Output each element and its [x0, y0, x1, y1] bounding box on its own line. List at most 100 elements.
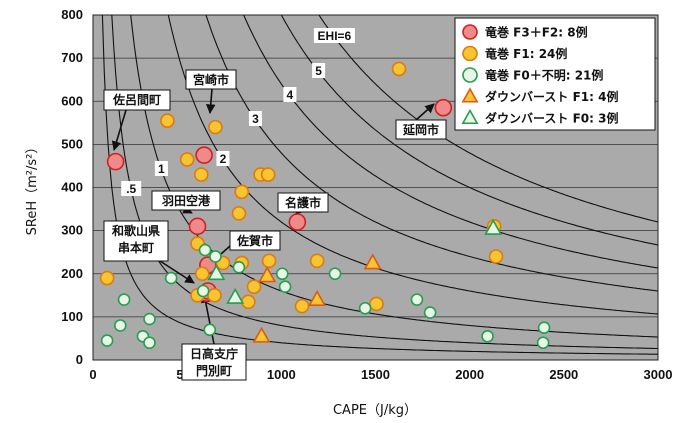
ehi-curve	[318, 15, 658, 223]
y-tick-label: 500	[61, 136, 83, 151]
data-point	[143, 336, 156, 350]
y-tick-label: 400	[61, 180, 83, 195]
data-point	[363, 253, 382, 270]
callout-arrow	[159, 260, 195, 284]
ehi-curve-label: 5	[315, 64, 322, 78]
ehi-label-bg	[313, 28, 355, 43]
callout-box	[185, 69, 237, 90]
data-point	[195, 146, 213, 164]
data-point	[160, 113, 175, 128]
data-point	[100, 334, 114, 347]
callout-box	[229, 230, 281, 251]
ehi-curve-label: .5	[126, 182, 136, 196]
data-point	[143, 312, 156, 326]
data-point	[261, 253, 277, 269]
data-point	[275, 267, 289, 281]
ehi-curve-label: EHI=6	[318, 29, 352, 43]
data-point	[246, 279, 262, 294]
data-point	[252, 326, 271, 343]
y-tick-label: 700	[61, 50, 83, 65]
ehi-label-bg	[312, 63, 326, 78]
data-point	[391, 61, 407, 77]
legend-marker	[461, 108, 479, 125]
y-tick-label: 300	[61, 223, 83, 238]
data-points	[99, 61, 551, 350]
callout-box	[277, 192, 329, 213]
legend-box	[454, 17, 656, 131]
data-point	[488, 249, 504, 264]
ehi-label-bg	[154, 161, 168, 176]
data-point	[226, 287, 245, 304]
callout-box	[395, 119, 447, 140]
data-point	[258, 266, 277, 283]
data-point	[179, 152, 195, 167]
data-point	[294, 298, 310, 314]
callout-box	[103, 220, 169, 262]
axis-ticks: 0100200300400500600700800050010001500200…	[61, 7, 672, 382]
data-point	[208, 119, 223, 135]
data-point	[117, 293, 131, 306]
y-tick-label: 100	[61, 309, 83, 324]
data-point	[423, 306, 437, 319]
data-point	[234, 184, 250, 200]
data-point	[484, 218, 503, 235]
callout-label: 名護市	[285, 195, 321, 210]
ehi-curve	[280, 15, 658, 246]
ehi-curve-label: 4	[287, 88, 294, 102]
y-tick-label: 0	[76, 352, 83, 367]
legend-marker	[462, 24, 478, 40]
data-point	[308, 289, 327, 307]
data-point	[188, 217, 207, 236]
data-point	[358, 301, 372, 315]
x-tick-label: 0	[89, 367, 96, 382]
callout-arrow	[111, 109, 127, 151]
data-point	[114, 319, 127, 332]
x-axis-title: CAPE（J/kg）	[333, 403, 417, 418]
data-point	[231, 206, 247, 221]
legend-marker	[462, 45, 478, 62]
data-point	[537, 321, 551, 334]
legend-label: ダウンバースト F0: 3例	[485, 111, 618, 126]
data-point	[196, 284, 210, 298]
callout-label: 宮崎市	[193, 72, 229, 87]
data-point	[106, 152, 125, 171]
y-tick-label: 600	[61, 93, 83, 108]
data-point	[193, 167, 209, 182]
ehi-curve-label: 2	[220, 152, 227, 166]
legend-label: 竜巻 F1: 24例	[485, 46, 567, 61]
data-point	[203, 323, 217, 337]
data-point	[164, 271, 178, 285]
x-tick-label: 2500	[549, 367, 578, 382]
legend-label: 竜巻 F0＋不明: 21例	[485, 68, 603, 83]
callout-arrow	[200, 293, 215, 345]
x-tick-label: 1500	[361, 367, 390, 382]
callout-label: 佐賀市	[236, 233, 273, 248]
data-point	[232, 260, 246, 274]
data-point	[209, 250, 222, 263]
ehi-curve	[205, 15, 658, 292]
data-point	[260, 167, 276, 182]
callout-label: 羽田空港	[162, 193, 211, 208]
ehi-label-bg	[283, 87, 297, 102]
data-point	[194, 266, 210, 282]
callout-label: 日高支庁	[190, 346, 238, 361]
data-point	[481, 329, 494, 343]
legend-marker	[461, 87, 479, 103]
x-tick-label: 1000	[267, 367, 296, 382]
callout-box	[181, 343, 247, 381]
y-tick-label: 200	[61, 266, 83, 281]
data-point	[207, 264, 226, 281]
x-tick-label: 3000	[644, 367, 673, 382]
data-point	[207, 288, 222, 303]
data-point	[99, 270, 115, 286]
callout-label: 門別町	[196, 364, 232, 378]
data-point	[198, 243, 212, 257]
legend-marker	[462, 67, 478, 83]
legend-label: 竜巻 F3＋F2: 8例	[485, 25, 588, 40]
y-tick-label: 800	[61, 7, 83, 22]
data-point	[410, 293, 424, 306]
data-point	[369, 296, 384, 312]
